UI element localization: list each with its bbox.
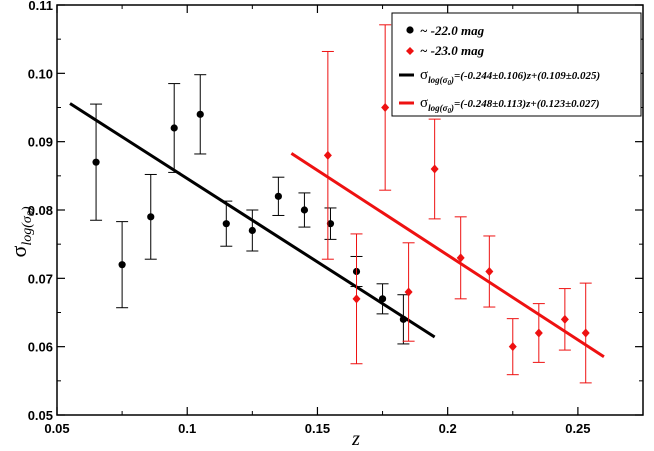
y-axis-title-sub-close: ) — [20, 206, 35, 212]
x-tick-label: 0.25 — [565, 421, 590, 436]
marker-circle — [378, 295, 387, 303]
legend-entry-series-2: ~ -23.0 mag — [406, 43, 485, 58]
data-point-series-1 — [194, 74, 207, 155]
y-axis-title-sub: log(σ — [20, 215, 35, 246]
fit-1-sub-idx: 0 — [447, 79, 451, 87]
y-tick-label: 0.09 — [28, 135, 53, 150]
x-tick-label: 0.05 — [44, 421, 69, 436]
x-tick-label: 0.2 — [439, 421, 457, 436]
legend-label-series-1: ~ -22.0 mag — [420, 23, 485, 38]
y-tick-label: 0.11 — [28, 0, 53, 13]
fit-2-sigma: σ — [420, 95, 428, 111]
legend-entry-series-1: ~ -22.0 mag — [406, 23, 485, 38]
plot-area — [69, 24, 605, 384]
marker-circle — [300, 206, 309, 214]
y-tick-label: 0.05 — [28, 408, 53, 423]
x-axis-title: z — [351, 428, 360, 450]
marker-circle — [248, 226, 256, 235]
fit-2-eq: =(-0.248±0.113)z+(0.123±0.027) — [454, 98, 600, 110]
data-point-series-1 — [116, 221, 129, 309]
data-point-series-2 — [506, 318, 519, 376]
marker-diamond — [581, 328, 590, 338]
marker-diamond — [534, 328, 543, 338]
marker-diamond — [560, 314, 569, 324]
data-point-series-2 — [428, 118, 441, 220]
x-tick-label: 0.15 — [305, 421, 330, 436]
legend-label-fit-1: σlog(σ0)=(-0.244±0.106)z+(0.109±0.025) — [420, 67, 600, 87]
legend-label-series-2: ~ -23.0 mag — [420, 43, 485, 58]
y-tick-label: 0.10 — [28, 66, 53, 81]
marker-circle — [92, 158, 100, 166]
data-point-series-2 — [483, 235, 496, 308]
data-point-series-2 — [402, 242, 415, 342]
fit-1-sub: log(σ — [428, 75, 448, 85]
data-point-series-1 — [90, 103, 103, 221]
fit-1-sigma: σ — [420, 67, 428, 83]
data-point-series-2 — [350, 233, 363, 365]
legend-entry-fit-1: σlog(σ0)=(-0.244±0.106)z+(0.109±0.025) — [399, 67, 600, 87]
marker-circle — [274, 192, 282, 200]
legend-marker-circle — [406, 26, 414, 34]
marker-diamond — [404, 287, 413, 297]
marker-circle — [147, 213, 155, 221]
y-tick-label: 0.06 — [28, 340, 53, 355]
fit-line-2 — [290, 152, 605, 359]
fit-2-sub: log(σ — [428, 103, 448, 113]
marker-circle — [326, 220, 335, 228]
marker-diamond — [508, 342, 517, 352]
marker-diamond — [381, 103, 390, 112]
axes: 0.05 0.1 0.15 0.2 0.25 0.05 0.06 0.07 0.08 0.09 0.… — [28, 0, 644, 436]
fit-1-eq: =(-0.244±0.106)z+(0.109±0.025) — [454, 70, 600, 82]
data-point-series-2 — [454, 216, 467, 300]
legend-label-fit-2: σlog(σ0)=(-0.248±0.113)z+(0.123±0.027) — [420, 95, 600, 115]
data-point-series-1 — [168, 83, 181, 173]
data-point-series-2 — [379, 24, 392, 191]
marker-diamond — [430, 164, 439, 174]
data-point-series-1 — [144, 173, 157, 260]
data-point-series-1 — [272, 176, 285, 216]
data-point-series-2 — [321, 50, 334, 260]
legend: ~ -22.0 mag ~ -23.0 mag σlog(σ0)=(-0.244… — [391, 12, 642, 117]
y-tick-label: 0.08 — [28, 203, 53, 218]
data-point-series-2 — [558, 288, 571, 351]
y-axis-title-sub-idx: 0 — [26, 211, 37, 216]
data-point-series-1 — [324, 207, 337, 240]
marker-diamond — [352, 294, 361, 304]
marker-diamond — [456, 253, 465, 263]
data-point-series-1 — [298, 192, 311, 228]
svg-text:σlog(σ0): σlog(σ0) — [6, 206, 37, 257]
marker-diamond — [485, 267, 494, 276]
fit-2-sub-close: ) — [450, 103, 454, 113]
data-point-series-2 — [532, 303, 545, 363]
marker-circle — [399, 315, 407, 323]
fit-2-sub-idx: 0 — [447, 107, 451, 115]
data-point-series-1 — [220, 200, 233, 247]
marker-circle — [118, 261, 126, 269]
data-point-series-2 — [579, 282, 592, 384]
legend-entry-fit-2: σlog(σ0)=(-0.248±0.113)z+(0.123±0.027) — [399, 95, 600, 115]
fit-1-sub-close: ) — [450, 75, 454, 85]
data-point-series-1 — [376, 283, 389, 315]
y-tick-label: 0.07 — [28, 271, 53, 286]
marker-circle — [170, 124, 178, 132]
marker-circle — [196, 110, 204, 118]
marker-circle — [222, 220, 230, 228]
legend-box — [391, 12, 642, 117]
data-point-series-1 — [246, 209, 259, 252]
x-tick-label: 0.1 — [178, 421, 196, 436]
marker-diamond — [323, 150, 332, 160]
legend-marker-diamond — [406, 47, 414, 55]
y-axis-title-sigma: σ — [6, 246, 31, 258]
y-axis-title: σlog(σ0) — [6, 206, 37, 257]
